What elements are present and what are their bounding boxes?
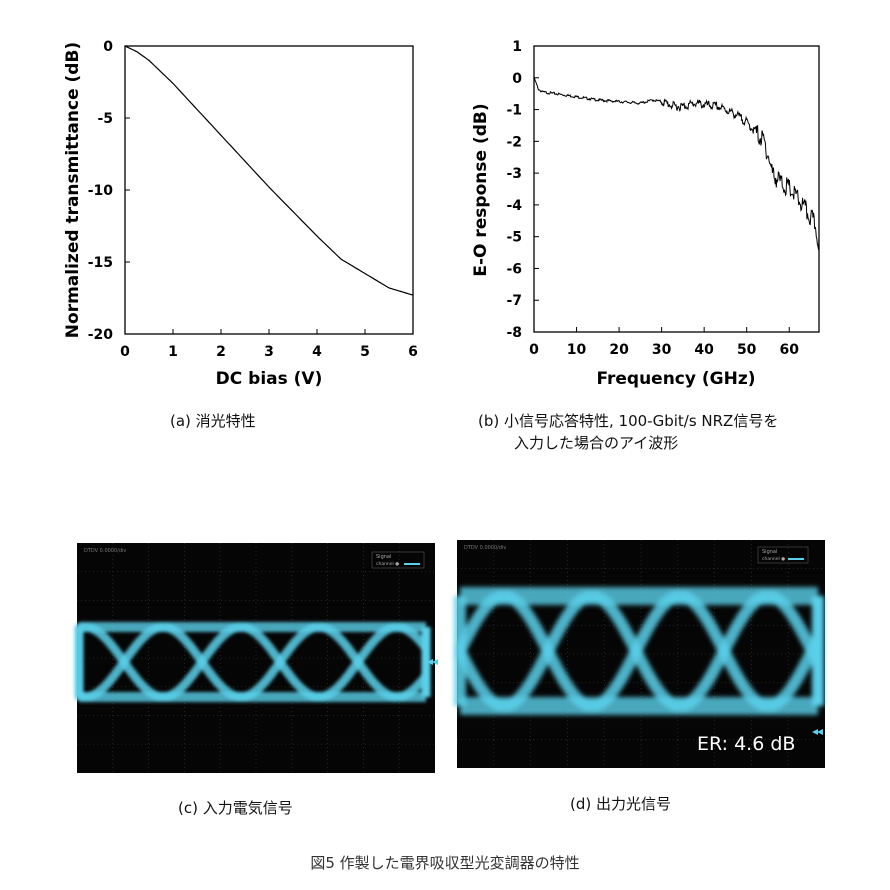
scope-c-legend-item: channel ●: [376, 561, 399, 567]
scope-d-marker-left: [812, 729, 818, 735]
eye-transition-falling: [503, 590, 593, 712]
x-tick-label: 3: [264, 344, 274, 360]
y-tick-label: 1: [512, 39, 522, 55]
eye-transition-falling: [84, 622, 164, 702]
x-tick-label: 40: [694, 342, 714, 358]
scope-d-header: DTDV 0.0000/div: [464, 545, 506, 551]
y-tick-label: 0: [103, 39, 113, 55]
chart-b-series-line: [533, 77, 820, 250]
caption-b-line2: 入力した場合のアイ波形: [514, 434, 679, 452]
eye-transition-falling: [454, 590, 505, 706]
chart-b-eo-response: 0 10 20 30 40 50 60 10-1-2-3-4-5-6-7-8 Frequen…: [471, 39, 820, 389]
eye-transition-falling: [679, 590, 769, 712]
scope-c-eye-diagram: [74, 622, 431, 702]
chart-a-xlabel: DC bias (V): [216, 369, 323, 389]
scope-c-marker-right: [432, 659, 438, 665]
figure-title: 図5 作製した電界吸収型光変調器の特性: [310, 854, 580, 872]
chart-a-ylabel: Normalized transmittance (dB): [63, 42, 83, 338]
y-tick-label: -4: [506, 198, 522, 214]
x-tick-label: 30: [652, 342, 672, 358]
scope-d-er-annotation: ER: 4.6 dB: [697, 733, 795, 755]
x-tick-label: 0: [120, 344, 130, 360]
eye-transition-falling: [74, 622, 86, 697]
x-tick-label: 10: [567, 342, 587, 358]
y-tick-label: 0: [512, 71, 522, 87]
x-tick-label: 0: [529, 342, 539, 358]
eye-transition-falling: [240, 622, 320, 702]
y-tick-label: -15: [88, 255, 113, 271]
scope-c-input-electrical: DTDV 0.0000/div Signal channel ●: [74, 543, 438, 773]
x-tick-label: 2: [216, 344, 226, 360]
x-tick-label: 4: [312, 344, 322, 360]
eye-transition-falling: [591, 590, 681, 712]
chart-a-plot-frame: [124, 45, 414, 335]
chart-b-plot-frame: [533, 45, 820, 333]
scope-c-header: DTDV 0.0000/div: [84, 548, 126, 554]
eye-transition-falling: [162, 622, 242, 702]
y-tick-label: -6: [506, 261, 522, 277]
scope-d-output-optical: DTDV 0.0000/div Signal channel ● ER: 4.6…: [454, 540, 825, 768]
x-tick-label: 20: [609, 342, 629, 358]
y-tick-label: -2: [506, 134, 522, 150]
y-tick-label: -1: [506, 103, 522, 119]
y-tick-label: -3: [506, 166, 522, 182]
eye-transition-falling: [318, 622, 398, 702]
scope-d-legend-title: Signal: [762, 549, 777, 555]
scope-d-marker-right: [817, 729, 823, 735]
y-tick-label: -7: [506, 293, 522, 309]
x-tick-label: 5: [360, 344, 370, 360]
chart-a-series-line: [124, 45, 414, 296]
x-tick-label: 50: [737, 342, 757, 358]
scope-c-marker-left: [427, 659, 433, 665]
scope-d-eye-diagram: [454, 587, 824, 715]
scope-c-screen: [77, 543, 435, 773]
scope-d-legend-box: [757, 546, 809, 564]
eye-bottom-rail: [460, 697, 818, 715]
caption-c: (c) 入力電気信号: [178, 799, 293, 817]
y-tick-label: -10: [88, 183, 114, 199]
chart-a-extinction: 0 1 2 3 4 5 6 0 -5 -10 -15 -20 DC bias (V) Normali…: [63, 39, 418, 389]
eye-top-rail: [460, 587, 818, 605]
x-tick-label: 6: [408, 344, 418, 360]
scope-c-legend-title: Signal: [376, 554, 391, 560]
y-tick-label: -5: [506, 230, 522, 246]
y-tick-label: -5: [97, 111, 113, 127]
y-tick-label: -8: [506, 325, 522, 341]
chart-b-ylabel: E-O response (dB): [471, 103, 491, 276]
caption-a: (a) 消光特性: [170, 412, 256, 430]
x-tick-label: 60: [779, 342, 799, 358]
chart-b-xlabel: Frequency (GHz): [596, 369, 755, 389]
caption-d: (d) 出力光信号: [570, 795, 671, 813]
caption-b-line1: (b) 小信号応答特性, 100-Gbit/s NRZ信号を: [478, 412, 779, 430]
scope-d-legend-item: channel ●: [762, 556, 785, 562]
scope-c-legend-box: [371, 551, 425, 569]
y-tick-label: -20: [88, 327, 114, 343]
x-tick-label: 1: [168, 344, 178, 360]
